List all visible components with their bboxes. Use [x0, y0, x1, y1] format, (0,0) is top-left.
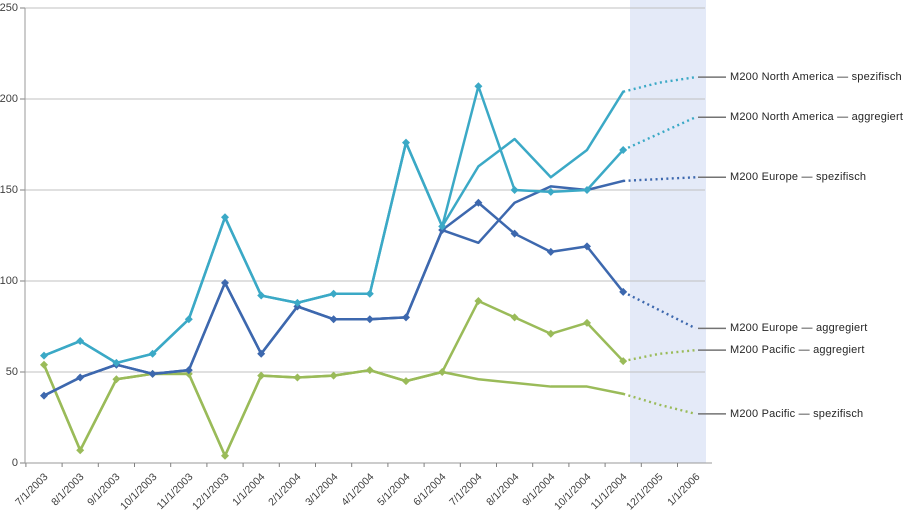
- series-marker: [40, 360, 48, 369]
- series-marker: [402, 377, 410, 386]
- series-marker: [148, 369, 157, 378]
- series-marker: [546, 247, 555, 256]
- series-forecast-line: [622, 116, 697, 152]
- series-marker: [329, 289, 338, 298]
- series-marker: [112, 375, 121, 384]
- series-marker: [402, 138, 410, 147]
- series-marker: [329, 315, 338, 324]
- series-marker: [112, 358, 121, 367]
- series-marker: [293, 298, 302, 307]
- series-label: M200 Europe — spezifisch: [730, 171, 867, 184]
- series-marker: [40, 391, 48, 400]
- series-marker: [221, 278, 229, 287]
- series-marker: [510, 313, 519, 322]
- series-marker: [293, 373, 302, 382]
- forecast-band: [630, 0, 706, 463]
- series-marker: [329, 371, 338, 380]
- series-marker: [583, 186, 591, 194]
- series-forecast-line: [622, 392, 696, 416]
- series-label: M200 North America — spezifisch: [730, 71, 902, 84]
- y-tick-label: 200: [0, 92, 18, 105]
- series-marker: [184, 366, 193, 375]
- series-marker: [257, 291, 266, 300]
- series-marker: [619, 287, 628, 296]
- series-marker: [546, 187, 555, 196]
- series-line: [42, 179, 625, 397]
- series-marker: [221, 213, 229, 222]
- series-marker: [510, 186, 519, 194]
- y-tick-label: 0: [11, 456, 18, 469]
- series-label: M200 Pacific — spezifisch: [730, 407, 864, 420]
- series-marker: [474, 82, 483, 91]
- series-marker: [365, 366, 374, 375]
- series-marker: [148, 349, 157, 358]
- series-label: M200 North America — aggregiert: [730, 111, 904, 124]
- series-marker: [257, 349, 266, 358]
- series-marker: [474, 198, 483, 207]
- series-marker: [583, 318, 591, 327]
- series-marker: [510, 229, 519, 238]
- series-marker: [257, 371, 266, 380]
- series-forecast-line: [623, 176, 696, 183]
- series-marker: [365, 315, 374, 324]
- series-marker: [221, 451, 229, 460]
- series-label: M200 Pacific — aggregiert: [730, 344, 865, 357]
- series-marker: [76, 337, 85, 346]
- y-tick-label: 250: [0, 1, 18, 14]
- series-marker: [583, 242, 591, 251]
- series-label: M200 Europe — aggregiert: [730, 322, 868, 335]
- series-line: [42, 201, 625, 397]
- series-forecast-line: [622, 348, 696, 363]
- series-marker: [184, 315, 193, 324]
- y-tick-label: 50: [5, 365, 18, 378]
- series-marker: [365, 289, 374, 298]
- series-marker: [619, 145, 628, 154]
- series-marker: [546, 329, 555, 338]
- series-marker: [438, 222, 447, 231]
- series-marker: [40, 351, 48, 360]
- series-marker: [619, 357, 628, 366]
- series-marker: [474, 297, 483, 306]
- y-tick-label: 100: [0, 274, 18, 287]
- series-forecast-line: [622, 75, 696, 93]
- series-marker: [76, 446, 85, 455]
- series-marker: [76, 373, 85, 382]
- series-marker: [402, 313, 410, 322]
- y-tick-label: 150: [0, 183, 18, 196]
- series-marker: [438, 368, 447, 376]
